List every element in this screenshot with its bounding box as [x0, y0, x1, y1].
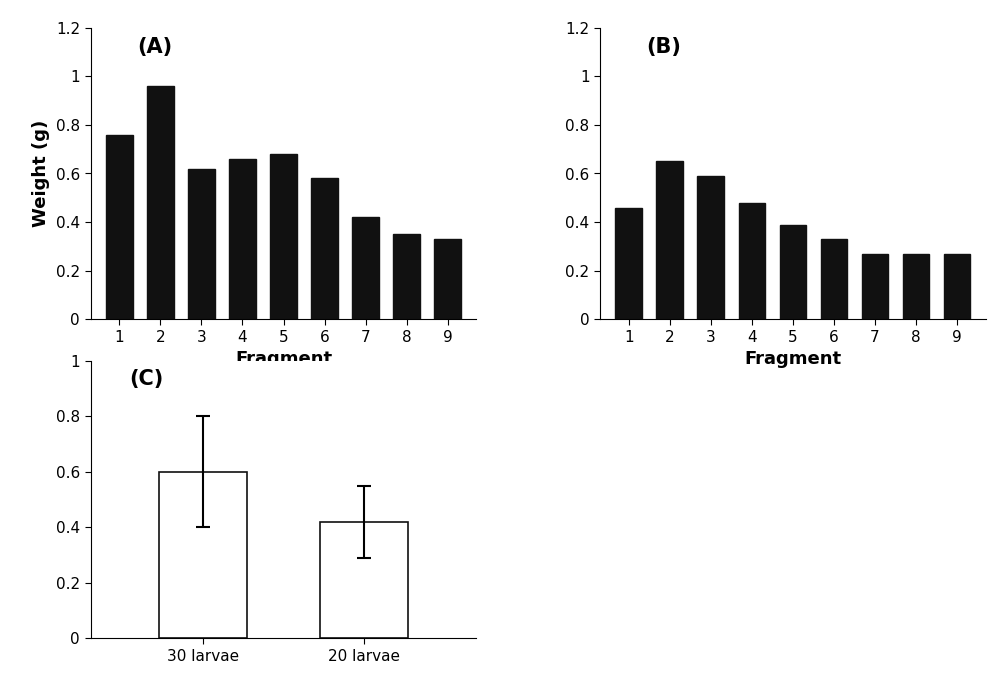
Bar: [352, 217, 379, 319]
Bar: [944, 253, 971, 319]
Bar: [106, 135, 133, 319]
Bar: [780, 225, 806, 319]
Text: (A): (A): [137, 37, 172, 56]
Bar: [159, 472, 247, 638]
Bar: [229, 159, 256, 319]
Bar: [697, 176, 724, 319]
X-axis label: Fragment: Fragment: [744, 350, 841, 369]
Text: (B): (B): [646, 37, 681, 56]
Y-axis label: Weight (g): Weight (g): [32, 120, 50, 227]
Bar: [862, 253, 888, 319]
Bar: [821, 239, 847, 319]
Bar: [656, 162, 683, 319]
Bar: [435, 239, 461, 319]
Bar: [311, 178, 338, 319]
Bar: [188, 169, 214, 319]
Bar: [147, 86, 174, 319]
Text: (C): (C): [129, 369, 163, 389]
Bar: [738, 203, 766, 319]
Bar: [393, 235, 421, 319]
Bar: [616, 208, 642, 319]
X-axis label: Fragment: Fragment: [235, 350, 332, 369]
Bar: [902, 253, 930, 319]
Bar: [320, 522, 408, 638]
Bar: [271, 154, 297, 319]
